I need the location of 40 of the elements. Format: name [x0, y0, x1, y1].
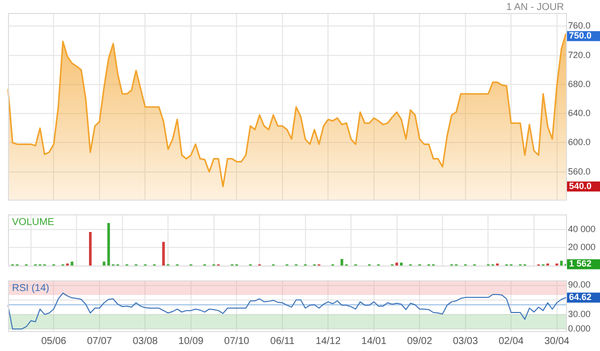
- x-tick-label: 10/09: [178, 336, 204, 347]
- x-tick-label: 03/03: [452, 336, 478, 347]
- x-tick-label: 05/06: [41, 336, 67, 347]
- x-tick-label: 03/08: [132, 336, 158, 347]
- text: 1 562: [569, 258, 592, 269]
- y-tick-label: 640.0: [568, 108, 591, 118]
- y-tick-label: 20 000: [568, 242, 596, 252]
- chart-title: 1 AN - JOUR: [506, 2, 564, 13]
- bar: [395, 262, 398, 266]
- bar: [400, 262, 403, 266]
- y-tick-label: 90.00: [568, 280, 591, 290]
- x-tick-label: 07/07: [86, 336, 112, 347]
- x-tick-label: 02/04: [498, 336, 524, 347]
- y-tick-label: 560.0: [568, 166, 591, 176]
- y-tick-label: 40 000: [568, 224, 596, 234]
- x-tick-label: 07/10: [224, 336, 250, 347]
- bar: [102, 262, 106, 266]
- y-tick-label: 0.000: [568, 324, 591, 334]
- y-tick-label: 720.0: [568, 50, 591, 60]
- chart-title: VOLUME: [12, 217, 55, 228]
- y-tick-label: 760.0: [568, 20, 591, 31]
- text: 64.62: [569, 292, 592, 302]
- bar: [162, 242, 165, 266]
- x-tick-label: 14/01: [361, 336, 387, 347]
- text: 750.0: [569, 30, 592, 41]
- bar: [66, 263, 69, 266]
- x-tick-label: 30/04: [544, 336, 570, 347]
- bar: [89, 232, 92, 266]
- bar: [70, 262, 74, 266]
- y-tick-label: 30.00: [568, 308, 591, 319]
- bar: [560, 260, 563, 266]
- chart-title: RSI (14): [12, 283, 50, 294]
- x-tick-label: 06/11: [270, 336, 295, 347]
- x-tick-label: 14/12: [316, 336, 342, 347]
- text: 540.0: [569, 180, 592, 191]
- bar: [340, 258, 344, 266]
- x-tick-label: 09/02: [407, 336, 433, 347]
- bar: [107, 223, 110, 266]
- y-tick-label: 600.0: [568, 137, 591, 148]
- y-tick-label: 680.0: [568, 78, 591, 89]
